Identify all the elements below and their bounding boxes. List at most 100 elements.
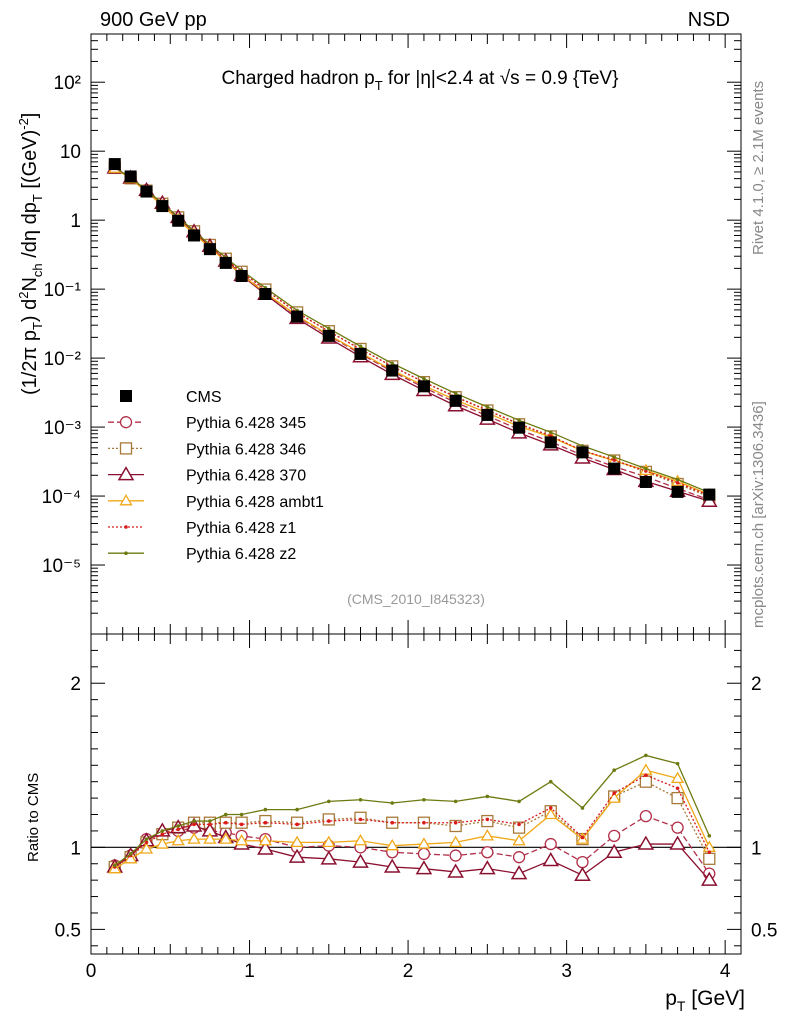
cms-marker: [449, 394, 462, 407]
z1-marker: [675, 480, 680, 485]
p370-marker: [637, 835, 655, 850]
z2-marker: [358, 344, 363, 349]
z1-marker: [675, 786, 680, 791]
p370-marker: [415, 860, 433, 875]
ambt1-marker: [119, 494, 133, 506]
z2-marker: [390, 801, 395, 805]
cms-marker: [608, 462, 621, 475]
p370-marker: [257, 840, 274, 855]
p345-marker: [449, 849, 462, 862]
z1-marker: [580, 835, 585, 840]
main-series-group: [106, 158, 718, 508]
ambt1-marker: [234, 833, 249, 846]
y-tick-label: 10⁻²: [44, 349, 82, 370]
z2-marker: [192, 819, 196, 823]
z1-marker: [644, 773, 648, 777]
p345-marker: [481, 846, 494, 859]
p370-marker: [542, 851, 560, 867]
z1-marker: [263, 820, 268, 825]
z1-marker: [327, 819, 331, 823]
ratio-y-tick-label-right: 0.5: [751, 920, 777, 941]
z2-marker: [612, 768, 616, 773]
ambt1-marker: [385, 838, 399, 851]
cms-marker: [235, 270, 248, 283]
p370-marker: [700, 871, 718, 886]
legend: CMS Pythia 6.428 345 Pythia 6.428 346 Pythi…: [108, 389, 324, 563]
z2-marker: [675, 477, 680, 482]
cms-marker: [703, 488, 716, 501]
x-axis-label: pT [GeV]: [665, 987, 745, 1014]
z1-marker: [223, 820, 228, 825]
cms-marker: [188, 229, 201, 242]
ambt1-marker: [702, 840, 716, 852]
z2-marker: [144, 837, 149, 841]
p345-marker: [119, 416, 133, 429]
cms-marker: [354, 347, 367, 360]
x-tick-label: 2: [403, 961, 414, 982]
header-right: NSD: [688, 9, 730, 31]
z1-marker: [160, 832, 165, 837]
ambt1-marker: [290, 835, 304, 848]
mcplots-reference-label: mcplots.cern.ch [arXiv:1306.3436]: [750, 401, 767, 628]
z2-marker: [327, 326, 331, 331]
z1-marker: [485, 817, 490, 822]
p370-marker: [605, 843, 623, 859]
z1-marker: [239, 822, 244, 827]
ambt1-marker: [187, 832, 201, 844]
p346-marker: [119, 442, 133, 455]
ambt1-marker: [353, 833, 368, 846]
y-tick-label: 10⁻¹: [44, 280, 82, 301]
cms-marker: [108, 158, 121, 171]
y-tick-label: 10⁻⁴: [42, 487, 81, 508]
y-tick-label: 10⁻⁵: [42, 556, 81, 577]
p346-marker: [512, 821, 526, 834]
z2-legend-label: Pythia 6.428 z2: [186, 546, 296, 563]
p345-marker: [639, 810, 653, 823]
y-tick-label: 10: [60, 142, 81, 163]
z2-marker: [176, 824, 180, 828]
cms-marker: [322, 329, 335, 342]
z2-marker: [223, 812, 228, 817]
ratio-y-tick-label-right: 1: [751, 838, 762, 859]
p345-marker: [608, 829, 621, 842]
cms-marker: [639, 475, 652, 488]
ambt1-marker: [417, 837, 431, 849]
z2-marker: [128, 852, 133, 856]
z2-marker: [517, 799, 521, 804]
p346-marker: [449, 819, 462, 833]
p370-marker: [447, 863, 464, 878]
ambt1-marker: [480, 829, 494, 841]
p345-legend-label: Pythia 6.428 345: [186, 415, 306, 432]
cms-marker: [120, 390, 132, 402]
ambt1-marker: [544, 807, 558, 820]
p370-marker: [320, 850, 338, 865]
z2-marker: [644, 753, 648, 758]
ratio-y-tick-label-left: 2: [70, 674, 81, 695]
z2-marker: [485, 405, 490, 409]
ambt1-marker: [322, 835, 336, 848]
cms-marker: [671, 485, 684, 498]
p345-marker: [417, 847, 431, 861]
ambt1-marker: [171, 833, 185, 846]
z1-marker: [192, 822, 196, 827]
z2-marker: [327, 799, 331, 804]
z1-marker: [612, 458, 616, 462]
z2-marker: [390, 361, 395, 366]
cms-marker: [124, 170, 137, 183]
cms-marker: [417, 380, 430, 393]
cms-marker: [386, 364, 399, 377]
y-tick-label: 10⁻³: [44, 418, 82, 439]
cms-marker: [172, 214, 185, 227]
ambt1-legend-label: Pythia 6.428 ambt1: [186, 494, 324, 511]
p346-legend-label: Pythia 6.428 346: [186, 441, 306, 458]
ambt1-marker: [155, 837, 169, 849]
ambt1-marker: [512, 833, 526, 846]
ratio-y-tick-label-left: 0.5: [55, 920, 81, 941]
cms-marker: [156, 200, 169, 213]
z1-marker: [422, 820, 426, 825]
main-axis-ticks: 10⁻⁵ 10⁻⁴ 10⁻³ 10⁻² 10⁻¹ 1 10 10²: [42, 34, 742, 634]
x-tick-label: 3: [561, 961, 572, 982]
z2-marker: [548, 430, 553, 435]
cms-marker: [291, 310, 304, 323]
z1-marker: [453, 820, 458, 825]
